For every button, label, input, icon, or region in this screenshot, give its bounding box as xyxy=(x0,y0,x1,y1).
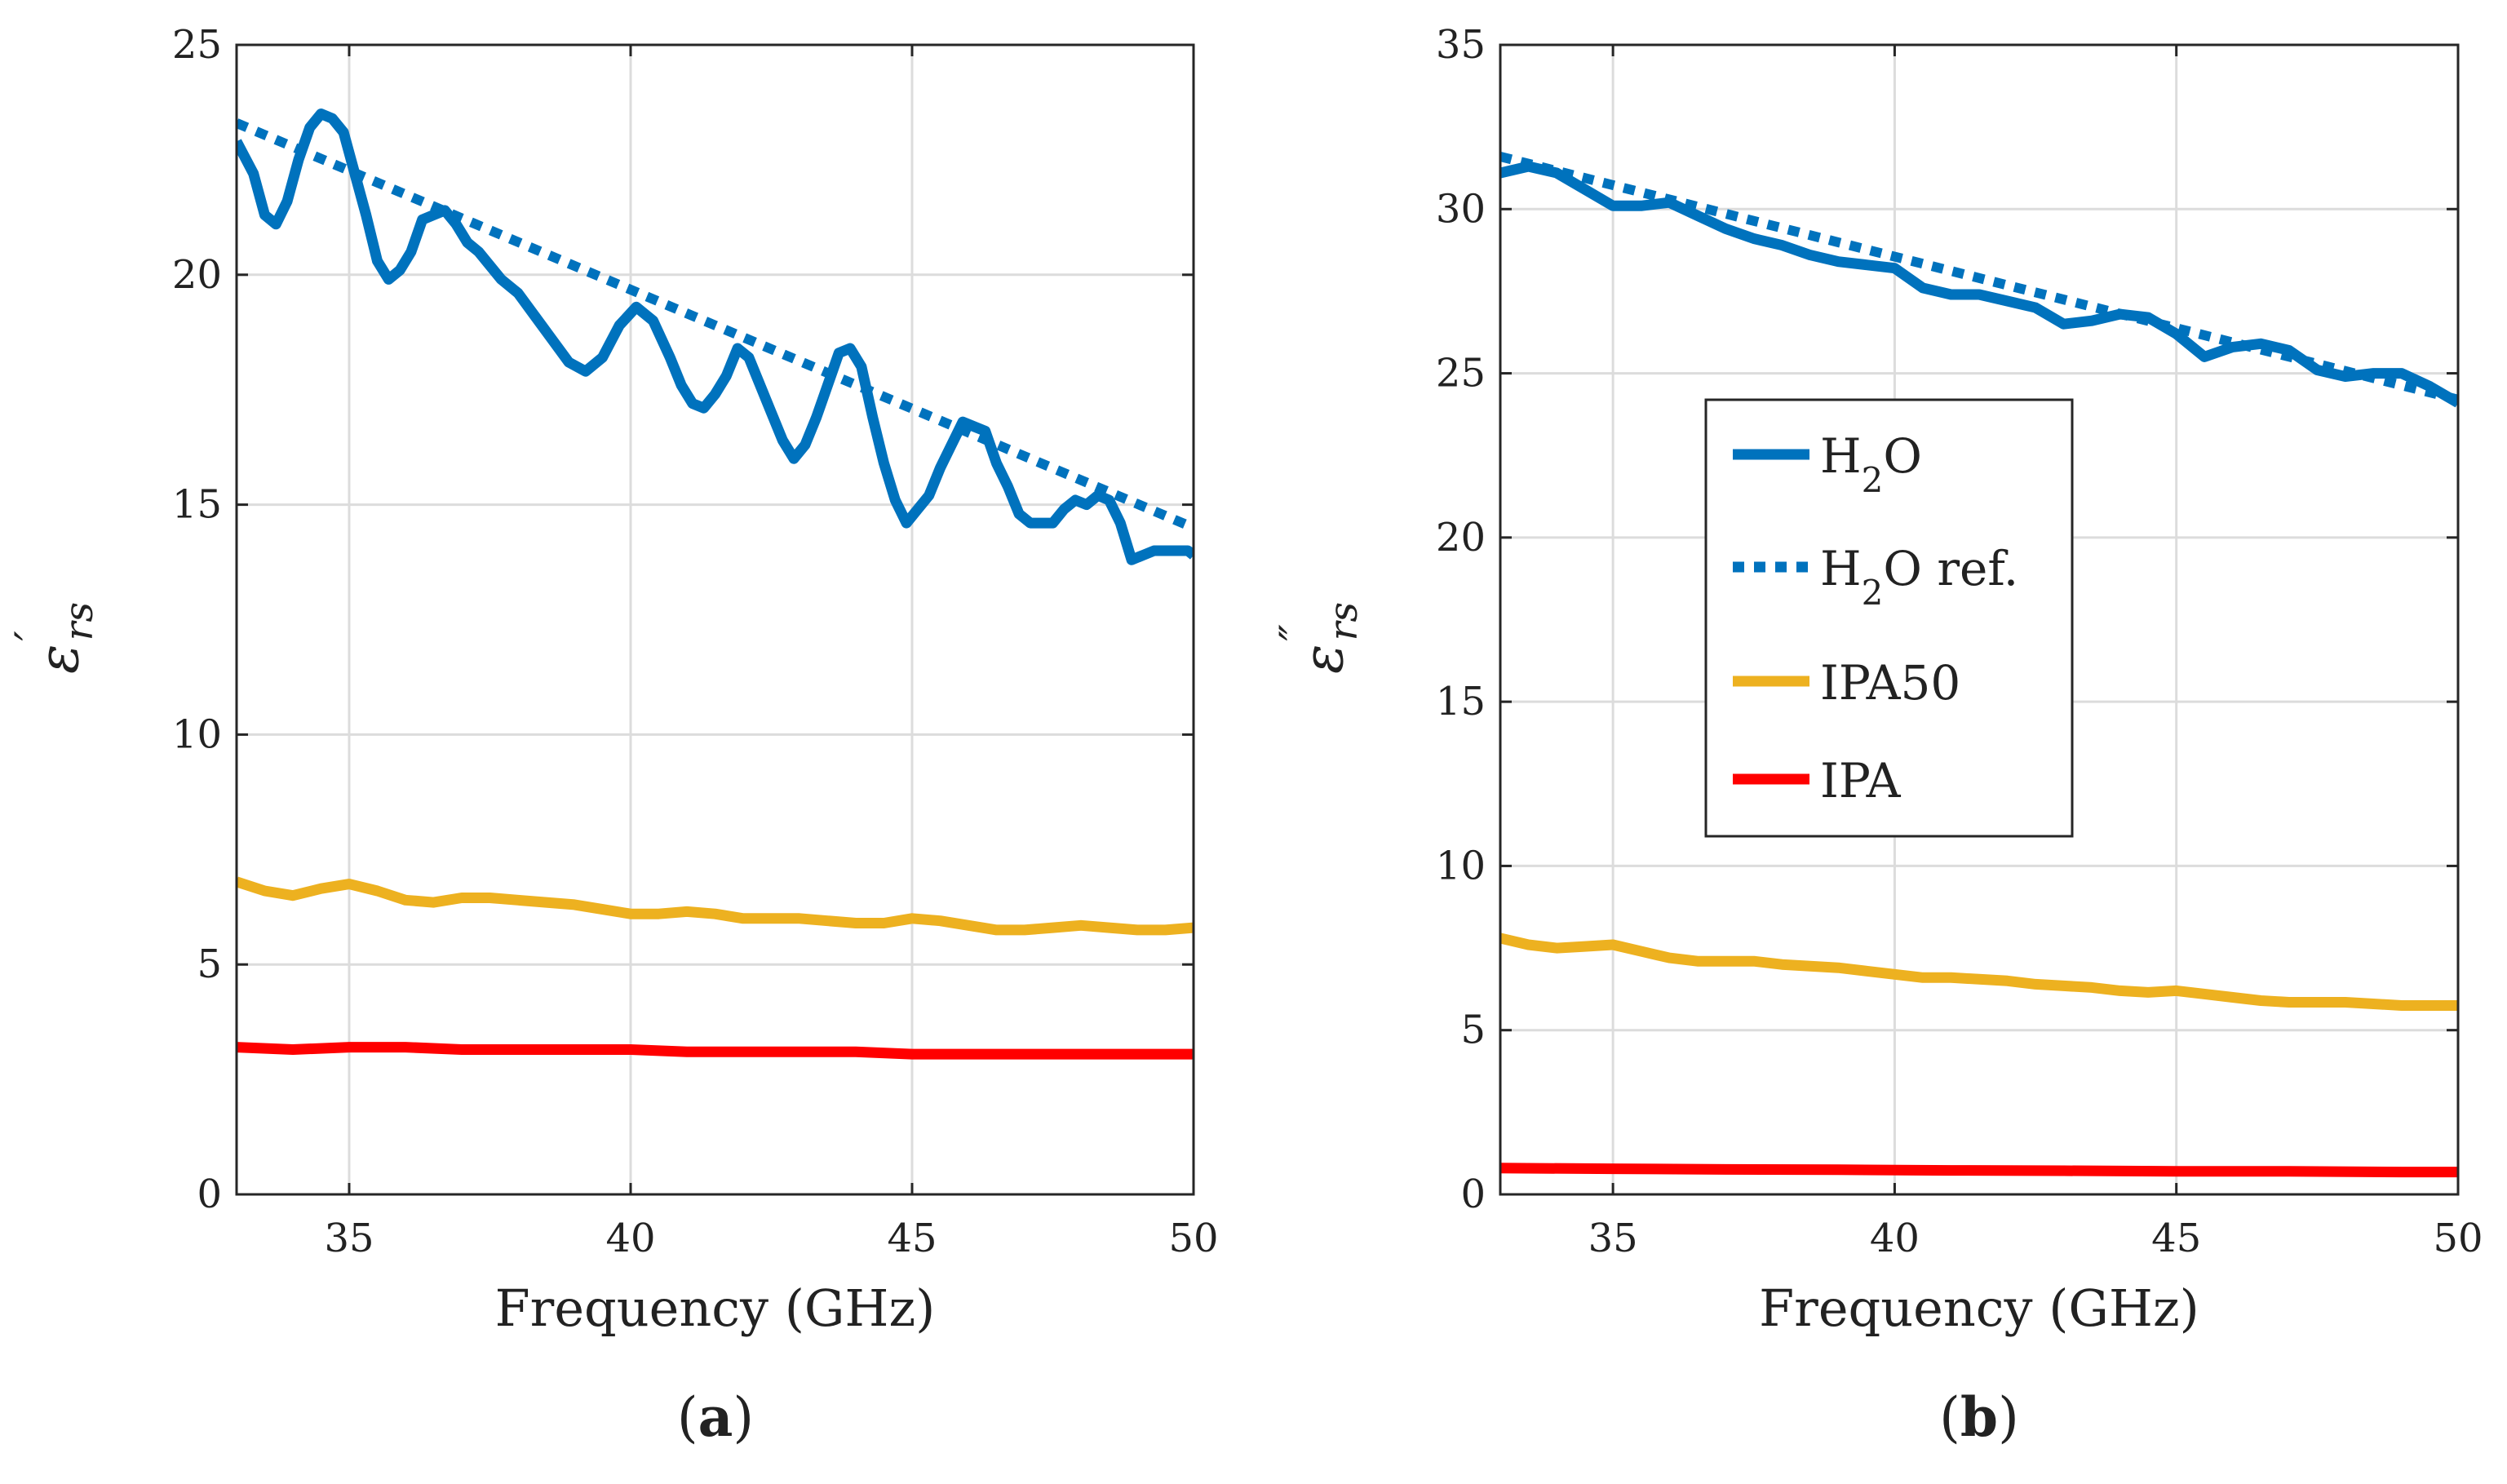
panel-label-letter: b xyxy=(1960,1385,1998,1449)
y-tick-label: 5 xyxy=(197,941,222,987)
y-tick-label: 15 xyxy=(172,482,222,528)
y-tick-label: 5 xyxy=(1460,1008,1486,1053)
y-tick-label: 0 xyxy=(197,1172,222,1217)
legend-label-rest: O ref. xyxy=(1883,541,2018,596)
y-tick-label: 0 xyxy=(1460,1172,1486,1217)
x-axis-label: Frequency (GHz) xyxy=(1759,1278,2199,1338)
y-axis-label-subscript: rs xyxy=(56,602,102,641)
legend-label-sub: 2 xyxy=(1862,573,1884,613)
legend-label-0: H2O xyxy=(1820,428,1922,500)
series-line-ipa xyxy=(237,1042,1194,1060)
legend-label-2: IPA50 xyxy=(1820,655,1960,711)
series-line-ipa50 xyxy=(1500,932,2458,1011)
legend-label-base: H xyxy=(1820,541,1862,596)
plot-area xyxy=(237,45,1194,1194)
x-tick-label: 45 xyxy=(887,1216,937,1261)
y-tick-label: 30 xyxy=(1436,186,1486,232)
y-tick-label: 20 xyxy=(172,252,222,298)
y-tick-label: 20 xyxy=(1436,515,1486,560)
axes-frame xyxy=(235,43,1195,1196)
legend-label-base: IPA50 xyxy=(1820,655,1960,711)
series-line-h2o-ref xyxy=(1500,152,2458,405)
y-axis-label-prime: ″ xyxy=(1270,624,1322,640)
legend-label-base: H xyxy=(1820,428,1862,484)
y-tick-label: 10 xyxy=(172,711,222,757)
y-tick-label: 25 xyxy=(172,22,222,68)
panel-label-close: ) xyxy=(733,1386,754,1449)
panel-label: (a) xyxy=(677,1385,754,1449)
legend-label-rest: O xyxy=(1883,428,1922,484)
y-axis-label: ε ″ rs xyxy=(1270,602,1366,674)
x-tick-label: 40 xyxy=(605,1216,655,1261)
y-axis-label-symbol: ε xyxy=(1291,645,1356,675)
panel-a: 35 40 45 50 0 5 10 15 20 25 Frequency (GHz) ε ′ rs (a) xyxy=(6,22,1219,1449)
x-tick-label: 40 xyxy=(1870,1216,1920,1261)
x-tick-label: 35 xyxy=(1588,1216,1638,1261)
series-line-h2o xyxy=(1500,161,2458,408)
x-tick-label: 50 xyxy=(1168,1216,1218,1261)
panel-label-close: ) xyxy=(1998,1386,2019,1449)
x-tick-label: 45 xyxy=(2151,1216,2201,1261)
panel-label: (b) xyxy=(1939,1385,2019,1449)
series-line-h2o-ref xyxy=(237,118,1194,533)
y-axis-label-subscript: rs xyxy=(1321,602,1366,641)
x-tick-label: 35 xyxy=(324,1216,374,1261)
y-tick-label: 25 xyxy=(1436,351,1486,396)
y-axis-label: ε ′ rs xyxy=(6,602,102,674)
y-tick-label: 10 xyxy=(1436,843,1486,888)
series-line-ipa xyxy=(1500,1163,2458,1178)
legend-label-3: IPA xyxy=(1820,753,1902,808)
y-tick-label: 35 xyxy=(1436,22,1486,68)
series-group xyxy=(1500,152,2458,1178)
y-tick-label: 15 xyxy=(1436,679,1486,724)
series-line-h2o xyxy=(237,109,1194,565)
legend-label-sub: 2 xyxy=(1862,460,1884,500)
panel-label-letter: a xyxy=(698,1385,733,1449)
x-tick-label: 50 xyxy=(2433,1216,2483,1261)
legend-box xyxy=(1704,398,2074,838)
axes-frame xyxy=(1499,43,2460,1196)
panel-label-open: ( xyxy=(677,1386,698,1449)
legend-label-1: H2O ref. xyxy=(1820,541,2018,613)
y-axis-label-symbol: ε xyxy=(27,645,91,675)
series-group xyxy=(237,109,1194,1060)
x-axis-label: Frequency (GHz) xyxy=(495,1278,936,1338)
y-axis-label-prime: ′ xyxy=(6,631,57,640)
series-line-ipa50 xyxy=(237,876,1194,936)
panel-label-open: ( xyxy=(1939,1386,1960,1449)
legend-label-base: IPA xyxy=(1820,753,1902,808)
